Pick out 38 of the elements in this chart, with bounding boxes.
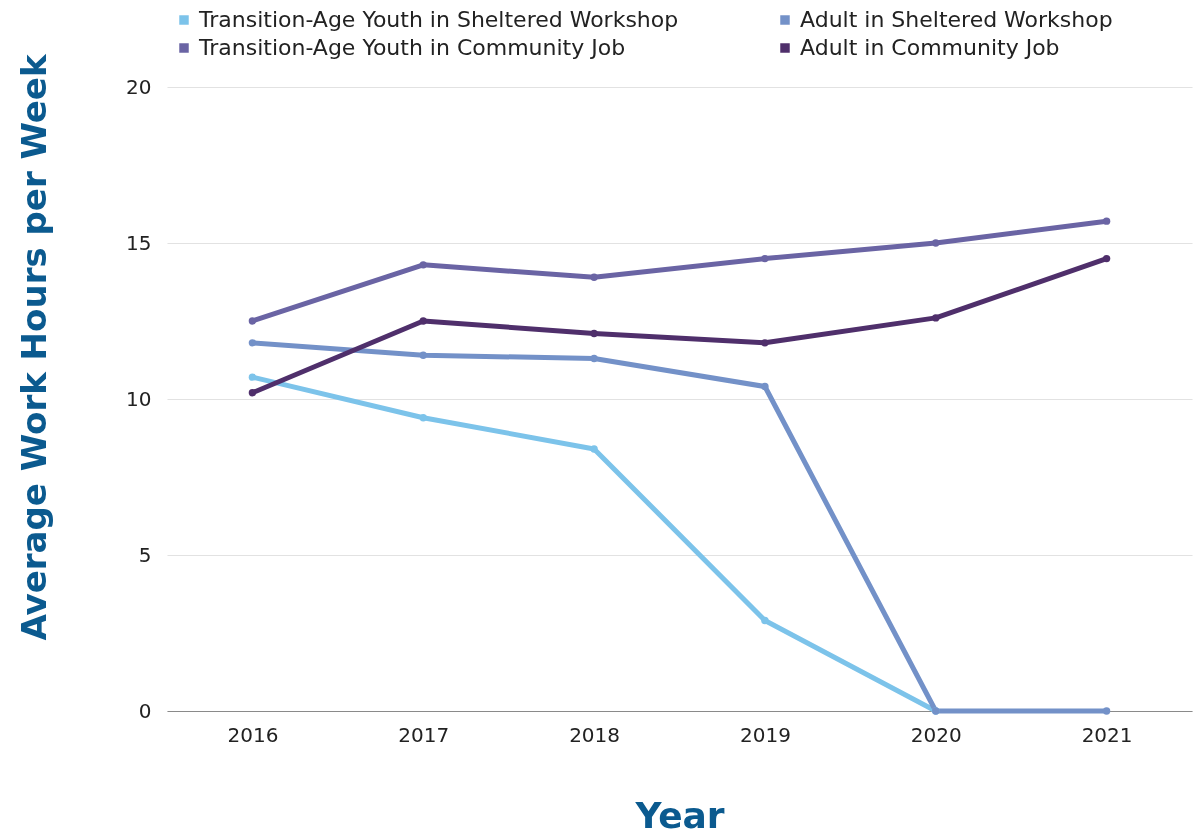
y-tick-label: 0 (138, 698, 152, 723)
point (248, 317, 257, 325)
point (248, 339, 257, 347)
point (590, 273, 598, 282)
point (761, 254, 769, 263)
point (248, 389, 257, 397)
legend-label: Adult in Sheltered Workshop (800, 7, 1113, 32)
point (1102, 217, 1111, 225)
x-axis-title: Year (634, 794, 725, 835)
y-axis-title: Average Work Hours per Week (13, 53, 54, 641)
x-tick-label: 2021 (1081, 722, 1133, 747)
point (248, 373, 257, 381)
point (932, 239, 940, 247)
point (761, 339, 769, 347)
point (761, 616, 769, 625)
legend-label: Adult in Community Job (800, 35, 1060, 60)
x-tick-label: 2016 (227, 722, 279, 747)
x-tick-label: 2019 (739, 722, 791, 747)
y-tick-label: 20 (126, 74, 152, 99)
point (590, 354, 598, 363)
y-tick-label: 15 (126, 230, 152, 255)
point (419, 261, 427, 269)
x-tick-label: 2018 (569, 722, 621, 747)
point (1102, 254, 1111, 263)
x-tick-label: 2017 (398, 722, 450, 747)
point (590, 329, 598, 338)
point (419, 414, 427, 422)
x-tick-label: 2020 (910, 722, 962, 747)
point (761, 382, 769, 391)
point (590, 445, 598, 453)
point (1102, 707, 1111, 715)
y-tick-label: 10 (126, 386, 152, 411)
legend-label: Transition-Age Youth in Community Job (198, 35, 626, 60)
point (419, 317, 427, 325)
y-tick-label: 5 (138, 542, 152, 567)
point (419, 351, 427, 360)
legend-label: Transition-Age Youth in Sheltered Workshop (198, 7, 679, 32)
point (932, 314, 940, 322)
